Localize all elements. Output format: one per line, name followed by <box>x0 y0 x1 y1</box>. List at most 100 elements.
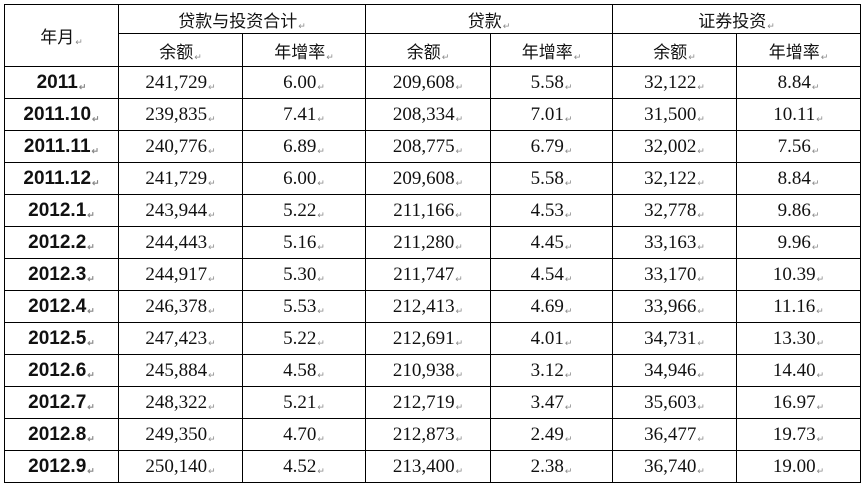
cell-growth-rate: 5.16 <box>242 226 366 259</box>
cell-balance: 32,122 <box>612 66 737 99</box>
cell-balance: 212,691 <box>365 322 491 355</box>
cell-growth-rate: 7.41 <box>242 98 366 131</box>
header-growth: 年增率 <box>242 33 366 67</box>
cell-balance: 35,603 <box>612 386 737 419</box>
cell-year-month: 2011.12 <box>4 162 119 195</box>
cell-growth-rate: 8.84 <box>736 162 861 195</box>
cell-balance: 34,946 <box>612 354 737 387</box>
cell-balance: 211,166 <box>365 194 491 227</box>
cell-growth-rate: 3.12 <box>490 354 613 387</box>
cell-balance: 241,729 <box>118 66 243 99</box>
cell-growth-rate: 3.47 <box>490 386 613 419</box>
cell-growth-rate: 13.30 <box>736 322 861 355</box>
table-row: 2011.11240,7766.89208,7756.7932,0027.56 <box>4 130 861 163</box>
table-row: 2012.6245,8844.58210,9383.1234,94614.40 <box>4 354 861 387</box>
cell-growth-rate: 4.45 <box>490 226 613 259</box>
cell-growth-rate: 6.00 <box>242 66 366 99</box>
cell-year-month: 2012.4 <box>4 290 119 323</box>
header-growth: 年增率 <box>736 33 861 67</box>
cell-growth-rate: 19.73 <box>736 418 861 451</box>
header-securities: 证券投资 <box>612 4 861 34</box>
table-row: 2012.8249,3504.70212,8732.4936,47719.73 <box>4 418 861 451</box>
cell-growth-rate: 11.16 <box>736 290 861 323</box>
table-row: 2012.1243,9445.22211,1664.5332,7789.86 <box>4 194 861 227</box>
cell-balance: 33,966 <box>612 290 737 323</box>
cell-growth-rate: 5.58 <box>490 162 613 195</box>
table-row: 2011.12241,7296.00209,6085.5832,1228.84 <box>4 162 861 195</box>
cell-growth-rate: 10.11 <box>736 98 861 131</box>
cell-balance: 36,477 <box>612 418 737 451</box>
cell-growth-rate: 8.84 <box>736 66 861 99</box>
cell-growth-rate: 4.69 <box>490 290 613 323</box>
cell-year-month: 2012.1 <box>4 194 119 227</box>
cell-balance: 211,280 <box>365 226 491 259</box>
cell-growth-rate: 9.86 <box>736 194 861 227</box>
cell-balance: 249,350 <box>118 418 243 451</box>
cell-balance: 212,873 <box>365 418 491 451</box>
cell-balance: 32,778 <box>612 194 737 227</box>
cell-balance: 209,608 <box>365 162 491 195</box>
cell-growth-rate: 9.96 <box>736 226 861 259</box>
cell-year-month: 2012.7 <box>4 386 119 419</box>
cell-growth-rate: 4.70 <box>242 418 366 451</box>
cell-balance: 247,423 <box>118 322 243 355</box>
table-row: 2012.7248,3225.21212,7193.4735,60316.97 <box>4 386 861 419</box>
cell-balance: 213,400 <box>365 450 491 483</box>
cell-growth-rate: 10.39 <box>736 258 861 291</box>
table-row: 2012.2244,4435.16211,2804.4533,1639.96 <box>4 226 861 259</box>
table-row: 2012.5247,4235.22212,6914.0134,73113.30 <box>4 322 861 355</box>
header-balance: 余额 <box>118 33 243 67</box>
cell-growth-rate: 2.38 <box>490 450 613 483</box>
cell-growth-rate: 2.49 <box>490 418 613 451</box>
cell-balance: 210,938 <box>365 354 491 387</box>
cell-year-month: 2012.8 <box>4 418 119 451</box>
cell-year-month: 2011.10 <box>4 98 119 131</box>
cell-year-month: 2012.9 <box>4 450 119 483</box>
cell-balance: 209,608 <box>365 66 491 99</box>
cell-growth-rate: 19.00 <box>736 450 861 483</box>
cell-balance: 33,170 <box>612 258 737 291</box>
cell-balance: 32,122 <box>612 162 737 195</box>
cell-growth-rate: 5.22 <box>242 194 366 227</box>
cell-growth-rate: 5.58 <box>490 66 613 99</box>
cell-growth-rate: 5.22 <box>242 322 366 355</box>
cell-growth-rate: 7.56 <box>736 130 861 163</box>
cell-growth-rate: 6.79 <box>490 130 613 163</box>
cell-growth-rate: 4.52 <box>242 450 366 483</box>
cell-growth-rate: 4.53 <box>490 194 613 227</box>
cell-balance: 244,443 <box>118 226 243 259</box>
cell-balance: 32,002 <box>612 130 737 163</box>
cell-growth-rate: 6.00 <box>242 162 366 195</box>
table-row: 2011241,7296.00209,6085.5832,1228.84 <box>4 66 861 99</box>
header-balance: 余额 <box>365 33 491 67</box>
table-row: 2011.10239,8357.41208,3347.0131,50010.11 <box>4 98 861 131</box>
cell-balance: 33,163 <box>612 226 737 259</box>
header-row-sub: 余额 年增率 余额 年增率 余额 年增率 <box>5 33 861 67</box>
cell-growth-rate: 5.21 <box>242 386 366 419</box>
cell-balance: 239,835 <box>118 98 243 131</box>
cell-balance: 208,775 <box>365 130 491 163</box>
cell-balance: 241,729 <box>118 162 243 195</box>
cell-balance: 245,884 <box>118 354 243 387</box>
cell-balance: 212,413 <box>365 290 491 323</box>
cell-balance: 34,731 <box>612 322 737 355</box>
table-row: 2012.9250,1404.52213,4002.3836,74019.00 <box>4 450 861 483</box>
cell-growth-rate: 14.40 <box>736 354 861 387</box>
cell-balance: 246,378 <box>118 290 243 323</box>
cell-growth-rate: 4.54 <box>490 258 613 291</box>
cell-year-month: 2012.6 <box>4 354 119 387</box>
cell-balance: 240,776 <box>118 130 243 163</box>
cell-growth-rate: 7.01 <box>490 98 613 131</box>
cell-balance: 212,719 <box>365 386 491 419</box>
cell-growth-rate: 5.30 <box>242 258 366 291</box>
loan-investment-table: 年月 贷款与投资合计 贷款 证券投资 余额 年增率 余额 年增率 余额 年增率 … <box>4 4 861 483</box>
cell-balance: 208,334 <box>365 98 491 131</box>
header-total: 贷款与投资合计 <box>118 4 366 34</box>
cell-growth-rate: 16.97 <box>736 386 861 419</box>
cell-growth-rate: 6.89 <box>242 130 366 163</box>
cell-balance: 244,917 <box>118 258 243 291</box>
cell-growth-rate: 4.58 <box>242 354 366 387</box>
header-growth: 年增率 <box>490 33 613 67</box>
cell-year-month: 2012.3 <box>4 258 119 291</box>
cell-year-month: 2012.5 <box>4 322 119 355</box>
